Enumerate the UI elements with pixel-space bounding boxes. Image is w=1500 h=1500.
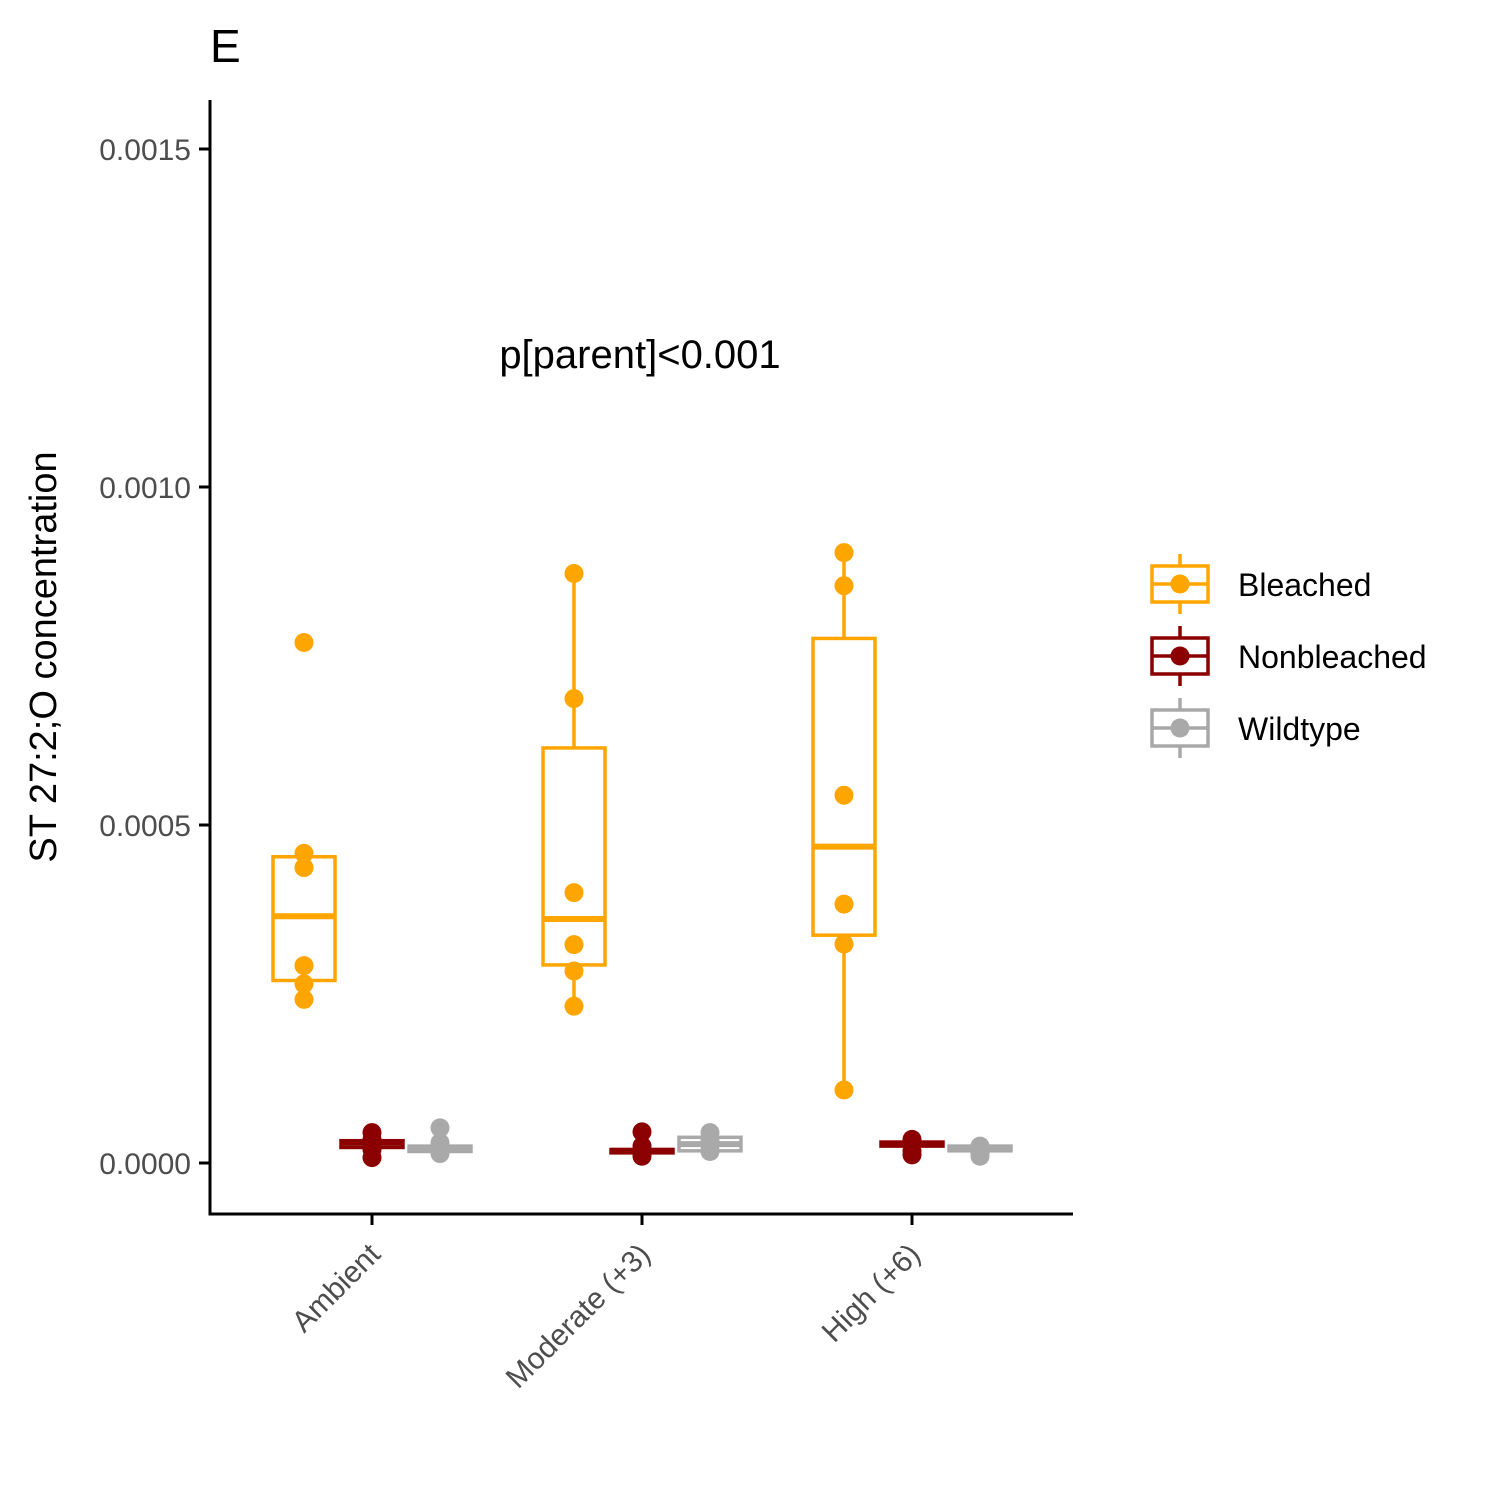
plot-area: [271, 543, 1013, 1168]
significance-annotation: p[parent]<0.001: [499, 333, 780, 377]
box-wildtype: [407, 1118, 473, 1164]
box-nonbleached: [879, 1129, 945, 1165]
data-point: [564, 564, 584, 584]
y-axis: 0.0000 0.0005 0.0010 0.0015: [99, 100, 212, 1214]
x-axis: Ambient Moderate (+3) High (+6): [208, 1212, 1073, 1395]
box-bleached: [541, 564, 607, 1016]
y-tick-label: 0.0015: [99, 134, 191, 167]
data-point: [564, 935, 584, 955]
panel-title: E: [210, 20, 241, 72]
y-axis-title: ST 27:2;O concentration: [23, 451, 65, 862]
legend-label: Bleached: [1238, 567, 1371, 603]
data-point: [294, 843, 314, 863]
data-point: [834, 543, 854, 563]
series-wildtype: [407, 1118, 1013, 1166]
data-point: [564, 689, 584, 709]
data-point: [294, 858, 314, 878]
legend-key-point: [1170, 574, 1190, 594]
data-point: [970, 1146, 990, 1166]
box-rect: [541, 746, 607, 967]
data-point: [632, 1146, 652, 1166]
x-tick-label: Moderate (+3): [500, 1238, 657, 1395]
legend-label: Wildtype: [1238, 711, 1361, 747]
box-nonbleached: [339, 1123, 405, 1168]
data-point: [294, 632, 314, 652]
data-point: [294, 974, 314, 994]
series-bleached: [271, 543, 877, 1100]
data-point: [834, 785, 854, 805]
data-point: [294, 989, 314, 1009]
y-tick-label: 0.0010: [99, 472, 191, 505]
data-point: [834, 894, 854, 914]
legend: Bleached Nonbleached Wildtype: [1150, 554, 1427, 758]
box-nonbleached: [609, 1122, 675, 1166]
data-point: [430, 1144, 450, 1164]
data-point: [564, 883, 584, 903]
data-point: [834, 576, 854, 596]
box-wildtype: [677, 1123, 743, 1162]
data-point: [632, 1122, 652, 1142]
data-point: [700, 1142, 720, 1162]
data-point: [430, 1118, 450, 1138]
data-point: [902, 1145, 922, 1165]
legend-item-nonbleached: Nonbleached: [1150, 626, 1427, 686]
legend-key-point: [1170, 646, 1190, 666]
legend-item-bleached: Bleached: [1150, 554, 1371, 614]
data-point: [834, 1080, 854, 1100]
data-point: [564, 996, 584, 1016]
box-bleached: [271, 632, 337, 1009]
y-tick-label: 0.0005: [99, 810, 191, 843]
box-bleached: [811, 543, 877, 1100]
box-wildtype: [947, 1136, 1013, 1166]
legend-key-point: [1170, 718, 1190, 738]
data-point: [294, 956, 314, 976]
y-tick-label: 0.0000: [99, 1148, 191, 1181]
legend-item-wildtype: Wildtype: [1150, 698, 1361, 758]
legend-label: Nonbleached: [1238, 639, 1427, 675]
x-tick-label: High (+6): [816, 1238, 927, 1349]
x-tick-label: Ambient: [286, 1237, 388, 1339]
data-point: [564, 961, 584, 981]
data-point: [834, 934, 854, 954]
data-point: [362, 1148, 382, 1168]
series-nonbleached: [339, 1122, 945, 1168]
